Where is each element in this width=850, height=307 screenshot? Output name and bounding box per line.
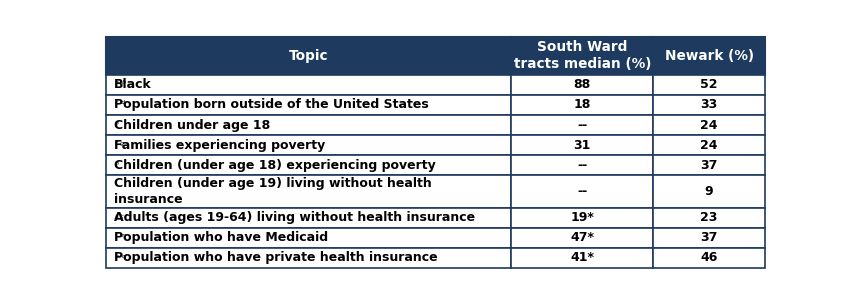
Text: 33: 33	[700, 99, 717, 111]
Bar	[512, 135, 653, 155]
Bar	[653, 155, 765, 175]
Bar	[106, 248, 512, 268]
Text: $^{l,m}$: $^{l,m}$	[114, 233, 127, 242]
Bar	[512, 95, 653, 115]
Bar	[106, 75, 512, 95]
Text: Population who have Medicaid: Population who have Medicaid	[114, 231, 328, 244]
Text: 24: 24	[700, 119, 717, 132]
Bar	[106, 135, 512, 155]
Text: $^{h}$: $^{h}$	[114, 161, 120, 170]
Text: Adults (ages 19-64) living without health insurance: Adults (ages 19-64) living without healt…	[114, 211, 475, 224]
Text: 31: 31	[574, 139, 591, 152]
Text: Children under age 18: Children under age 18	[114, 119, 270, 132]
Text: Topic: Topic	[289, 49, 329, 63]
Bar	[512, 75, 653, 95]
Bar	[653, 248, 765, 268]
Text: $^{f,g}$: $^{f,g}$	[114, 141, 126, 150]
Text: Families experiencing poverty: Families experiencing poverty	[114, 139, 326, 152]
Bar	[653, 95, 765, 115]
Text: $^{n,o}$: $^{n,o}$	[114, 254, 127, 262]
Text: --: --	[577, 185, 587, 198]
Text: 24: 24	[700, 139, 717, 152]
Bar	[512, 175, 653, 208]
Bar	[653, 228, 765, 248]
Bar	[106, 115, 512, 135]
Text: 52: 52	[700, 78, 717, 91]
Text: 23: 23	[700, 211, 717, 224]
Text: --: --	[577, 159, 587, 172]
Text: $^{e}$: $^{e}$	[114, 121, 120, 130]
Bar	[512, 248, 653, 268]
Text: Children (under age 19) living without health
insurance: Children (under age 19) living without h…	[114, 177, 432, 206]
Text: Population born outside of the United States: Population born outside of the United St…	[114, 99, 429, 111]
Text: Black: Black	[114, 78, 152, 91]
Bar	[106, 208, 512, 228]
Bar	[512, 37, 653, 75]
Bar	[106, 37, 512, 75]
Bar	[512, 155, 653, 175]
Text: $^{j,k}$: $^{j,k}$	[114, 213, 126, 222]
Text: 47*: 47*	[570, 231, 594, 244]
Bar	[653, 115, 765, 135]
Bar	[653, 208, 765, 228]
Bar	[653, 175, 765, 208]
Text: 88: 88	[574, 78, 591, 91]
Text: Population who have private health insurance: Population who have private health insur…	[114, 251, 438, 264]
Text: South Ward
tracts median (%): South Ward tracts median (%)	[513, 40, 651, 72]
Bar	[653, 135, 765, 155]
Bar	[106, 175, 512, 208]
Text: 37: 37	[700, 159, 717, 172]
Text: $^{a,b}$: $^{a,b}$	[114, 80, 128, 89]
Text: 18: 18	[574, 99, 591, 111]
Text: $^{i}$: $^{i}$	[114, 194, 118, 203]
Text: 41*: 41*	[570, 251, 594, 264]
Text: 19*: 19*	[570, 211, 594, 224]
Bar	[106, 95, 512, 115]
Bar	[653, 37, 765, 75]
Bar	[106, 155, 512, 175]
Text: 37: 37	[700, 231, 717, 244]
Bar	[512, 115, 653, 135]
Text: Newark (%): Newark (%)	[665, 49, 753, 63]
Text: 9: 9	[705, 185, 713, 198]
Bar	[512, 208, 653, 228]
Text: --: --	[577, 119, 587, 132]
Bar	[653, 75, 765, 95]
Bar	[106, 228, 512, 248]
Text: $^{c,d}$: $^{c,d}$	[114, 100, 127, 110]
Text: Children (under age 18) experiencing poverty: Children (under age 18) experiencing pov…	[114, 159, 436, 172]
Text: 46: 46	[700, 251, 717, 264]
Bar	[512, 228, 653, 248]
